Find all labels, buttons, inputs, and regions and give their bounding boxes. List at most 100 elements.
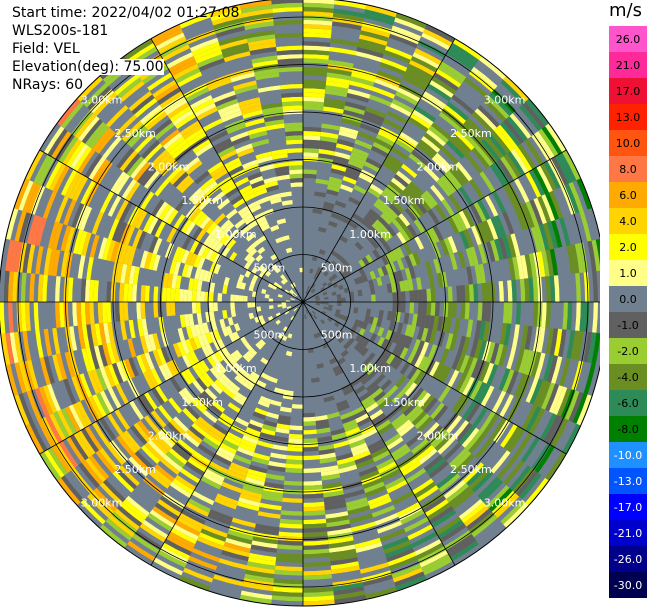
- velocity-cell: [55, 195, 69, 223]
- velocity-cell: [311, 212, 322, 219]
- velocity-cell: [193, 544, 222, 559]
- velocity-cell: [205, 343, 215, 356]
- velocity-cell: [226, 533, 253, 545]
- velocity-cell: [303, 467, 321, 474]
- velocity-cell: [525, 406, 542, 433]
- velocity-cell: [414, 413, 431, 430]
- velocity-cell: [499, 323, 508, 345]
- velocity-cell: [320, 131, 339, 139]
- velocity-cell: [114, 302, 121, 322]
- colorbar-segment: [609, 286, 647, 313]
- velocity-cell: [45, 160, 63, 189]
- velocity-cell: [303, 143, 320, 149]
- velocity-cell: [403, 312, 410, 325]
- velocity-cell: [55, 276, 61, 302]
- velocity-cell: [528, 253, 537, 278]
- velocity-cell: [427, 83, 452, 102]
- velocity-cell: [286, 148, 303, 154]
- velocity-cell: [57, 477, 81, 506]
- velocity-cell: [394, 393, 408, 407]
- velocity-cell: [490, 342, 500, 365]
- velocity-cell: [226, 367, 238, 379]
- velocity-cell: [311, 283, 316, 289]
- velocity-cell: [335, 143, 354, 152]
- velocity-cell: [287, 265, 293, 271]
- velocity-cell: [240, 225, 251, 236]
- velocity-cell: [512, 110, 535, 137]
- velocity-cell: [195, 213, 208, 227]
- velocity-cell: [149, 285, 155, 302]
- velocity-cell: [488, 92, 513, 117]
- velocity-cell: [18, 361, 31, 392]
- velocity-cell: [358, 267, 366, 276]
- colorbar-tick-label: 13.0: [616, 111, 641, 124]
- velocity-cell: [294, 281, 298, 287]
- velocity-cell: [93, 345, 104, 369]
- velocity-cell: [445, 333, 454, 350]
- velocity-cell: [369, 286, 376, 295]
- velocity-cell: [276, 218, 287, 225]
- velocity-cell: [114, 173, 131, 196]
- velocity-cell: [303, 480, 323, 486]
- velocity-cell: [391, 25, 422, 41]
- velocity-cell: [139, 523, 167, 543]
- velocity-cell: [193, 242, 203, 256]
- velocity-cell: [455, 161, 473, 182]
- velocity-cell: [172, 478, 194, 495]
- velocity-cell: [350, 151, 368, 162]
- velocity-cell: [443, 302, 449, 318]
- velocity-cell: [455, 422, 473, 443]
- velocity-cell: [477, 199, 491, 221]
- velocity-cell: [375, 74, 401, 88]
- azimuth-spoke: [302, 38, 456, 303]
- velocity-cell: [303, 139, 320, 145]
- velocity-cell: [517, 204, 531, 230]
- velocity-cell: [261, 494, 283, 502]
- velocity-cell: [304, 280, 308, 286]
- velocity-cell: [404, 382, 418, 397]
- velocity-cell: [473, 339, 483, 359]
- velocity-cell: [491, 390, 507, 414]
- velocity-cell: [394, 571, 425, 587]
- velocity-cell: [258, 271, 265, 279]
- velocity-cell: [361, 256, 370, 266]
- velocity-cell: [326, 519, 351, 528]
- velocity-cell: [271, 264, 278, 271]
- velocity-cell: [274, 267, 281, 274]
- velocity-cell: [99, 417, 117, 441]
- velocity-cell: [133, 422, 151, 443]
- velocity-cell: [213, 364, 224, 377]
- velocity-cell: [153, 433, 172, 452]
- velocity-cell: [80, 428, 99, 453]
- velocity-cell: [63, 199, 77, 226]
- velocity-cell: [237, 205, 250, 216]
- velocity-cell: [43, 356, 55, 384]
- velocity-cell: [99, 390, 115, 414]
- velocity-cell: [199, 374, 211, 388]
- velocity-cell: [376, 359, 386, 371]
- velocity-cell: [185, 352, 196, 367]
- velocity-cell: [116, 361, 128, 382]
- velocity-cell: [303, 156, 319, 162]
- velocity-cell: [202, 372, 214, 385]
- velocity-cell: [299, 314, 302, 319]
- velocity-cell: [470, 358, 482, 379]
- velocity-cell: [183, 567, 214, 583]
- velocity-cell: [143, 391, 158, 410]
- velocity-cell: [72, 175, 89, 202]
- velocity-cell: [164, 98, 188, 116]
- velocity-cell: [433, 72, 459, 91]
- velocity-cell: [75, 374, 89, 400]
- velocity-cell: [284, 122, 303, 128]
- velocity-cell: [154, 385, 169, 403]
- velocity-cell: [506, 234, 517, 258]
- velocity-cell: [256, 155, 273, 164]
- velocity-cell: [484, 136, 504, 159]
- velocity-cell: [160, 346, 171, 363]
- velocity-cell: [272, 586, 303, 593]
- velocity-cell: [130, 159, 148, 179]
- velocity-cell: [185, 265, 194, 278]
- velocity-cell: [369, 239, 380, 250]
- velocity-cell: [376, 318, 383, 328]
- velocity-cell: [169, 105, 192, 123]
